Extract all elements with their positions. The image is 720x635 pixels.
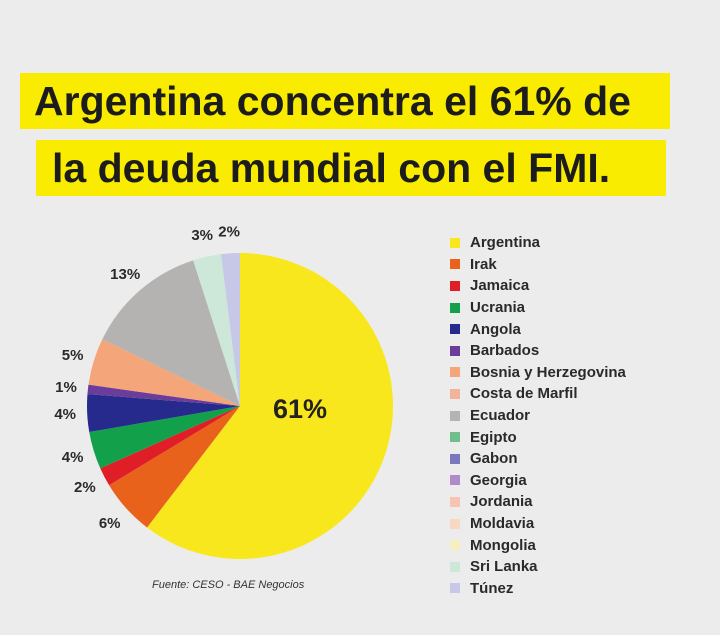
legend-label: Sri Lanka — [470, 558, 538, 576]
legend-label: Jamaica — [470, 277, 530, 295]
legend-label: Argentina — [470, 234, 541, 252]
legend-item: Jamaica — [450, 275, 626, 297]
pie-label-barbados: 1% — [55, 379, 77, 396]
legend-label: Mongolia — [470, 536, 536, 554]
legend-item: Ucrania — [450, 297, 626, 319]
pie-slice-sri-lanka — [193, 254, 240, 406]
legend-item: Costa de Marfil — [450, 383, 626, 405]
pie-percent-labels: 6% 2% 4% 4% 1% 5% 13% 3% 2% — [54, 223, 240, 532]
pie-label-ecuador: 13% — [110, 266, 140, 283]
legend-swatch — [450, 561, 460, 572]
pie-slice-túnez — [221, 253, 240, 406]
legend-swatch — [450, 432, 460, 443]
legend-swatch — [450, 583, 460, 594]
legend-item: Jordania — [450, 491, 626, 513]
legend-item: Argentina — [450, 232, 626, 254]
legend-item: Bosnia y Herzegovina — [450, 362, 626, 384]
legend-swatch — [450, 345, 460, 356]
legend-swatch — [450, 367, 460, 378]
pie-label-angola: 4% — [54, 406, 76, 423]
legend-label: Egipto — [470, 428, 517, 446]
title-line-2: la deuda mundial con el FMI. — [36, 140, 666, 196]
legend-label: Jordania — [470, 493, 533, 511]
legend-swatch — [450, 324, 460, 335]
legend-label: Túnez — [470, 579, 514, 597]
legend-label: Moldavia — [470, 515, 535, 533]
legend-label: Gabon — [470, 450, 518, 468]
legend-swatch — [450, 540, 460, 551]
legend-label: Ecuador — [470, 407, 531, 425]
pie-slice-bosnia-y-herzegovina — [88, 339, 240, 406]
legend-label: Barbados — [470, 342, 540, 360]
pie-label-ucrania: 4% — [62, 449, 84, 466]
source-note: Fuente: CESO - BAE Negocios — [152, 579, 305, 591]
legend-item: Georgia — [450, 470, 626, 492]
pie-label-sri-lanka: 3% — [191, 227, 213, 244]
pie-label-túnez: 2% — [218, 223, 240, 240]
title-line-1: Argentina concentra el 61% de — [20, 73, 670, 129]
legend: Argentina Irak Jamaica Ucrania Angola Barbado… — [450, 232, 626, 599]
legend-swatch — [450, 518, 460, 529]
pie-slice-ucrania — [89, 406, 240, 469]
legend-label: Ucrania — [470, 299, 526, 317]
legend-item: Ecuador — [450, 405, 626, 427]
pie-label-bosnia-y-herzegovina: 5% — [62, 347, 84, 364]
pie-chart: 6% 2% 4% 4% 1% 5% 13% 3% 2% 61% — [54, 223, 394, 559]
legend-item: Sri Lanka — [450, 556, 626, 578]
legend-item: Túnez — [450, 578, 626, 600]
legend-swatch — [450, 259, 460, 270]
pie-slice-irak — [109, 406, 240, 528]
legend-swatch — [450, 280, 460, 291]
legend-label: Georgia — [470, 471, 527, 489]
pie-slices — [86, 253, 394, 559]
legend-swatch — [450, 475, 460, 486]
pie-label-irak: 6% — [99, 515, 121, 532]
center-label: 61% — [273, 394, 327, 424]
legend-item: Egipto — [450, 426, 626, 448]
legend-swatch — [450, 388, 460, 399]
legend-label: Irak — [470, 255, 497, 273]
legend-item: Mongolia — [450, 534, 626, 556]
legend-label: Costa de Marfil — [470, 385, 578, 403]
legend-swatch — [450, 410, 460, 421]
legend-label: Angola — [470, 320, 521, 338]
legend-swatch — [450, 496, 460, 507]
legend-swatch — [450, 453, 460, 464]
legend-item: Barbados — [450, 340, 626, 362]
pie-slice-angola — [86, 394, 240, 433]
legend-item: Irak — [450, 254, 626, 276]
pie-slice-ecuador — [102, 260, 240, 406]
legend-swatch — [450, 237, 460, 248]
pie-slice-barbados — [87, 384, 241, 406]
pie-label-jamaica: 2% — [74, 479, 96, 496]
legend-item: Gabon — [450, 448, 626, 470]
pie-slice-argentina — [147, 253, 394, 559]
legend-swatch — [450, 302, 460, 313]
pie-slice-jamaica — [100, 406, 240, 486]
legend-label: Bosnia y Herzegovina — [470, 363, 626, 381]
legend-item: Angola — [450, 318, 626, 340]
legend-item: Moldavia — [450, 513, 626, 535]
